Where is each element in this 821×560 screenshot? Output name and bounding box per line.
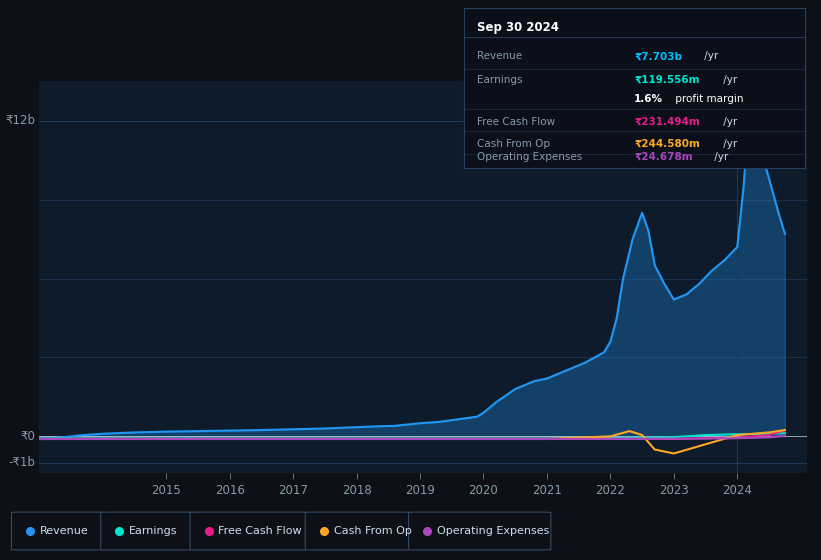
Text: ₹119.556m: ₹119.556m [635, 75, 699, 85]
Text: /yr: /yr [720, 116, 737, 127]
FancyBboxPatch shape [305, 512, 410, 550]
Text: ₹0: ₹0 [21, 430, 35, 443]
FancyBboxPatch shape [101, 512, 194, 550]
Text: Free Cash Flow: Free Cash Flow [478, 116, 556, 127]
FancyBboxPatch shape [409, 512, 551, 550]
Text: ₹24.678m: ₹24.678m [635, 152, 693, 162]
Text: Earnings: Earnings [129, 526, 177, 535]
Text: Cash From Op: Cash From Op [333, 526, 411, 535]
FancyBboxPatch shape [190, 512, 308, 550]
Text: -₹1b: -₹1b [9, 456, 35, 469]
Text: Operating Expenses: Operating Expenses [437, 526, 549, 535]
Text: /yr: /yr [720, 75, 737, 85]
Text: /yr: /yr [720, 139, 737, 149]
Text: Revenue: Revenue [39, 526, 89, 535]
Text: ₹244.580m: ₹244.580m [635, 139, 700, 149]
FancyBboxPatch shape [11, 512, 104, 550]
Text: Earnings: Earnings [478, 75, 523, 85]
Text: /yr: /yr [701, 52, 718, 61]
Text: ₹12b: ₹12b [6, 114, 35, 127]
Text: Operating Expenses: Operating Expenses [478, 152, 583, 162]
Text: 1.6%: 1.6% [635, 95, 663, 104]
Text: Cash From Op: Cash From Op [478, 139, 551, 149]
Text: ₹231.494m: ₹231.494m [635, 116, 700, 127]
Text: profit margin: profit margin [672, 95, 744, 104]
Text: ₹7.703b: ₹7.703b [635, 52, 682, 61]
Text: Revenue: Revenue [478, 52, 523, 61]
Text: Free Cash Flow: Free Cash Flow [218, 526, 302, 535]
Text: /yr: /yr [710, 152, 727, 162]
Text: Sep 30 2024: Sep 30 2024 [478, 21, 559, 34]
